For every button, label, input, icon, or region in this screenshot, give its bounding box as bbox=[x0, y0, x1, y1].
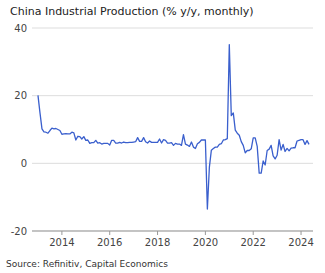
line bbox=[38, 45, 309, 209]
x-tick bbox=[301, 231, 302, 235]
x-tick bbox=[253, 231, 254, 235]
x-tick bbox=[205, 231, 206, 235]
y-tick-label: -20 bbox=[11, 226, 27, 237]
plot-area bbox=[38, 45, 309, 209]
chart: China Industrial Production (% y/y, mont… bbox=[0, 0, 325, 273]
x-tick-label: 2020 bbox=[193, 237, 218, 248]
y-grid bbox=[32, 28, 313, 231]
y-tick-label: 40 bbox=[14, 23, 27, 34]
grid-line bbox=[32, 163, 313, 164]
grid-line bbox=[32, 28, 313, 29]
y-tick-label: 20 bbox=[14, 90, 27, 101]
x-tick-label: 2014 bbox=[49, 237, 74, 248]
x-tick bbox=[157, 231, 158, 235]
x-axis-line bbox=[32, 231, 313, 232]
x-tick-label: 2018 bbox=[145, 237, 170, 248]
title: China Industrial Production (% y/y, mont… bbox=[10, 5, 254, 18]
grid-line bbox=[32, 231, 313, 232]
x-tick-label: 2024 bbox=[288, 237, 313, 248]
source-note: Source: Refinitiv, Capital Economics bbox=[6, 259, 168, 269]
x-tick-label: 2022 bbox=[240, 237, 265, 248]
x-tick-label: 2016 bbox=[97, 237, 122, 248]
x-tick bbox=[61, 231, 62, 235]
x-tick bbox=[109, 231, 110, 235]
grid-line bbox=[32, 95, 313, 96]
y-tick-label: 0 bbox=[21, 158, 27, 169]
